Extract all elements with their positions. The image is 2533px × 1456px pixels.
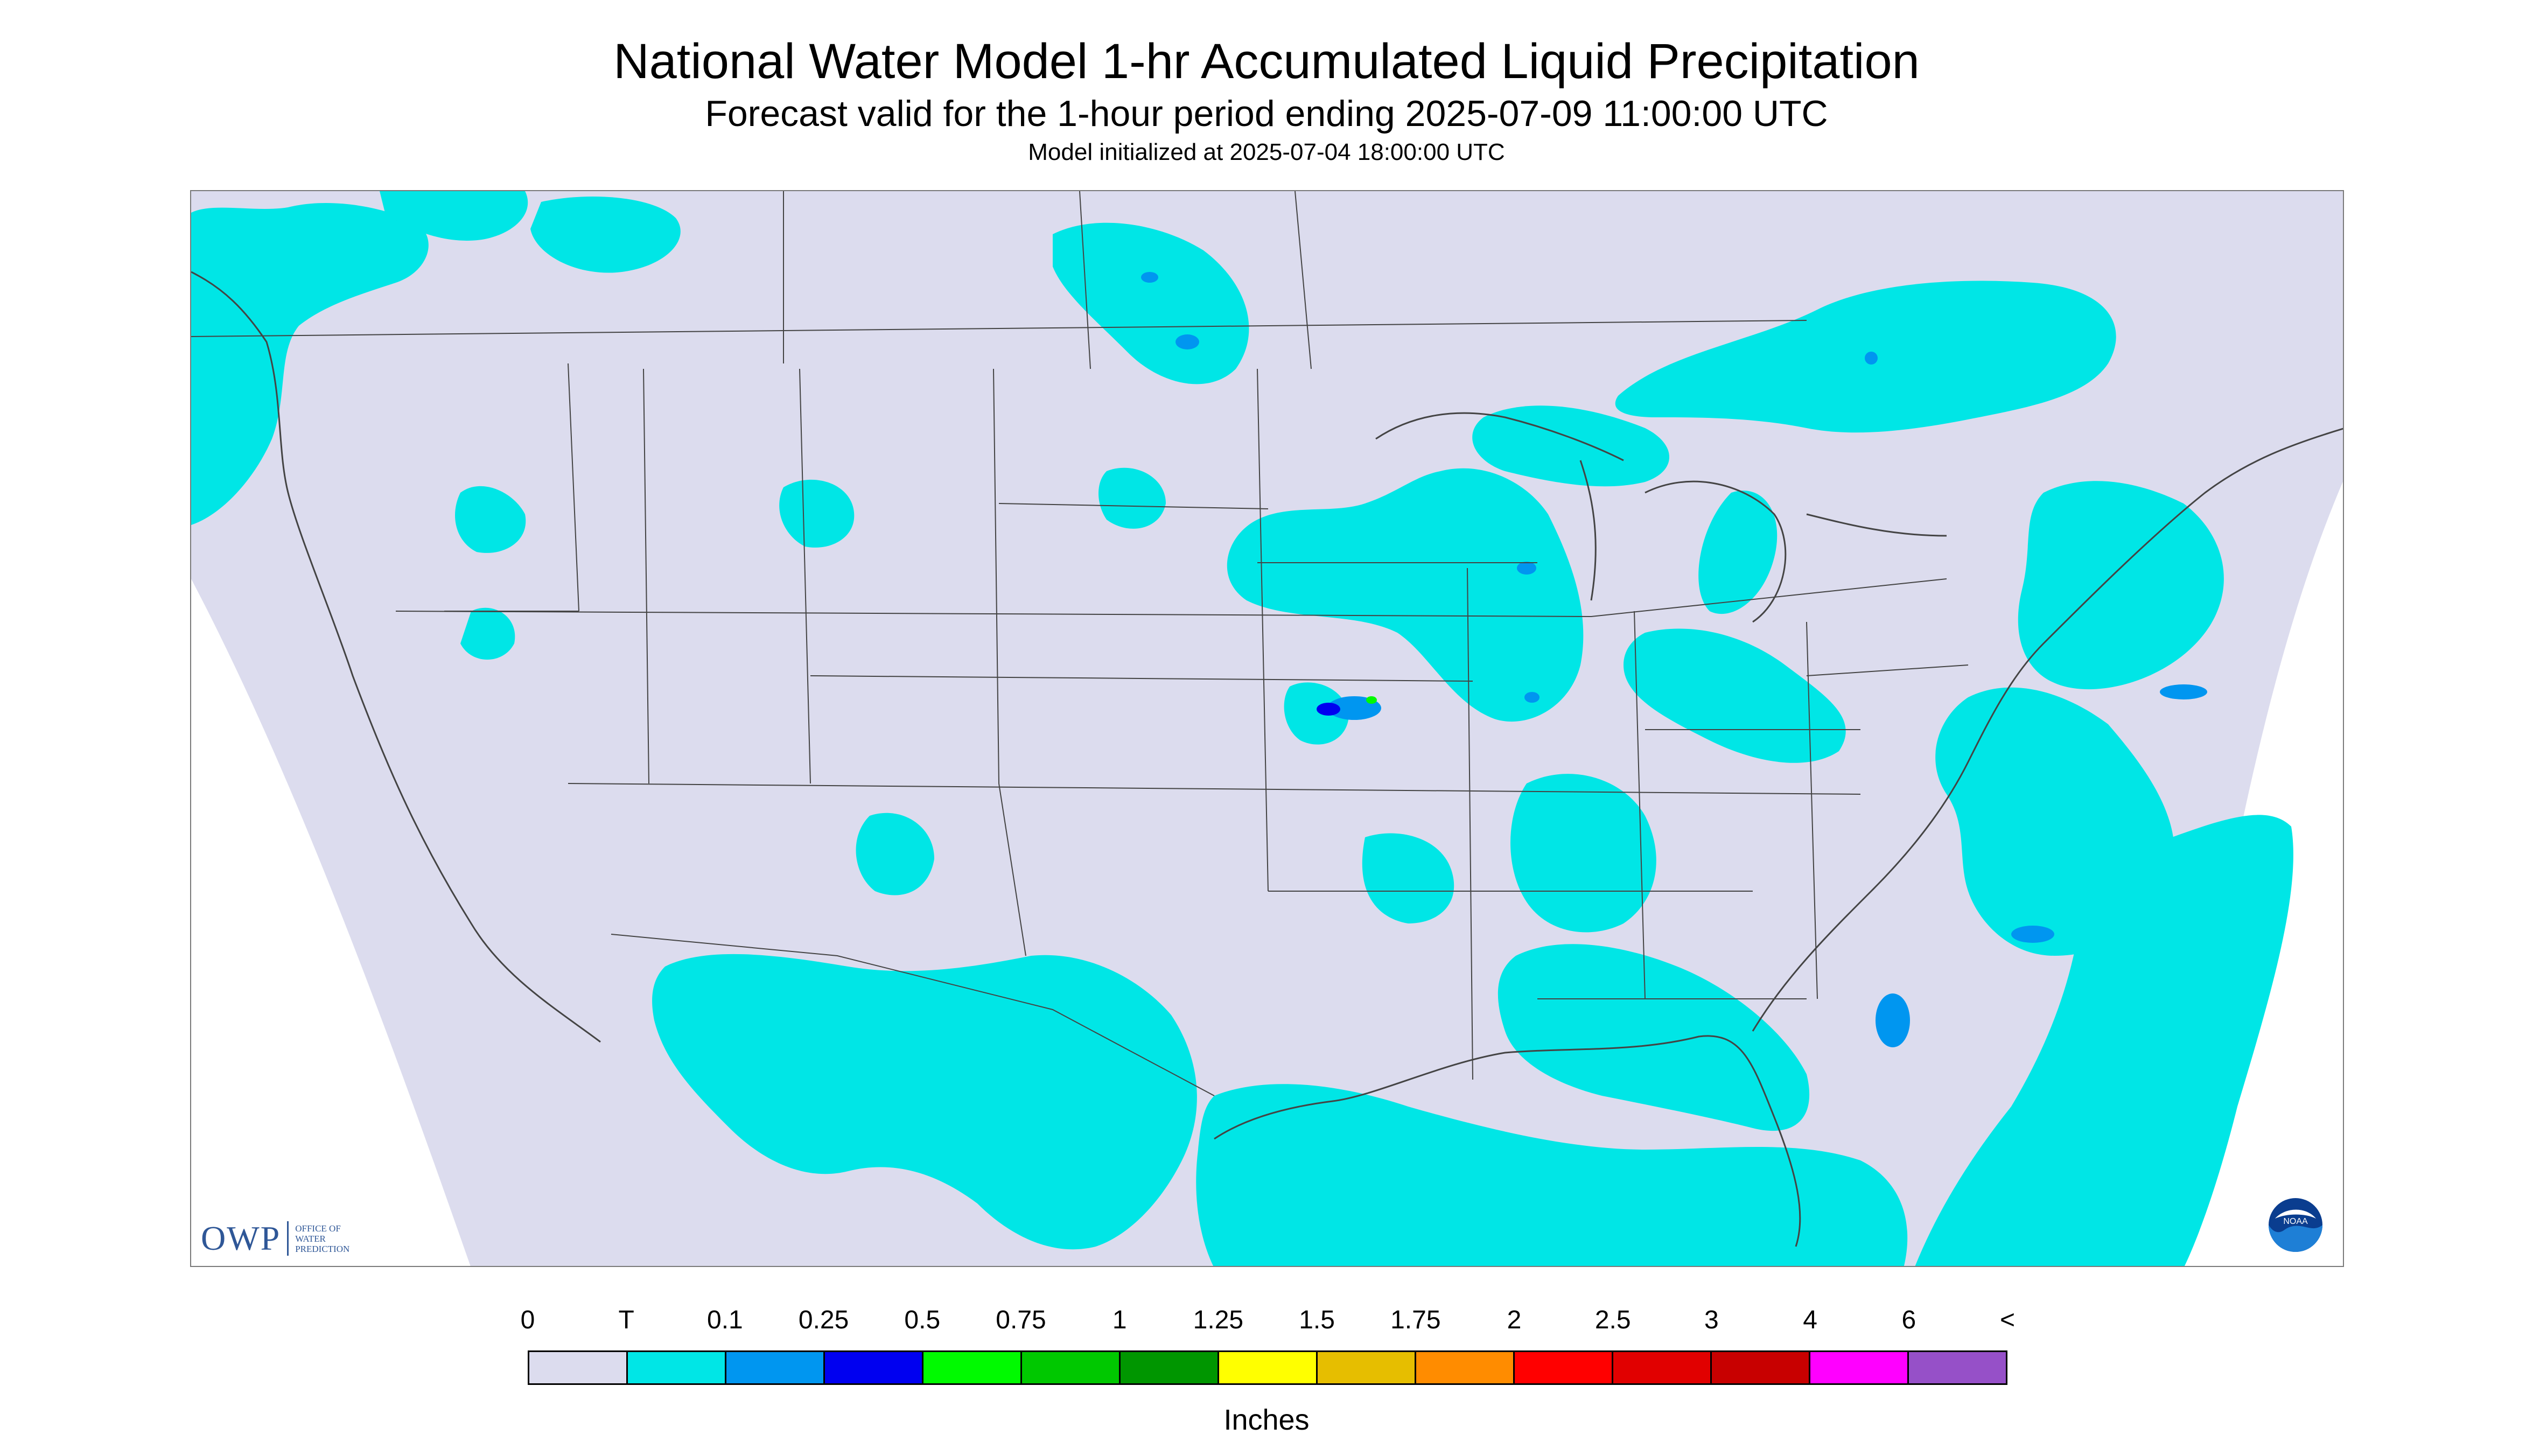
colorbar-tick-label: 6 [1901,1306,1916,1334]
colorbar-tick-label: 1 [1112,1306,1127,1334]
map-canvas [191,191,2343,1266]
owp-line-3: PREDICTION [295,1243,350,1254]
model-init-subtitle: Model initialized at 2025-07-04 18:00:00… [1028,139,1505,165]
colorbar-tick-label: 0 [520,1306,535,1334]
owp-abbrev: OWP [201,1219,281,1257]
colorbar-tick-label: 1.25 [1193,1306,1244,1334]
forecast-valid-subtitle: Forecast valid for the 1-hour period end… [705,93,1828,134]
colorbar-tick-label: 1.5 [1299,1306,1335,1334]
colorbar-tick-label: 1.75 [1390,1306,1441,1334]
colorbar-swatch [726,1352,825,1383]
state-boundaries [191,191,1969,1096]
colorbar-units-label: Inches [1223,1404,1310,1436]
map-title: National Water Model 1-hr Accumulated Li… [613,34,1920,89]
colorbar-swatch [1416,1352,1515,1383]
colorbar-tick-label: 0.75 [996,1306,1046,1334]
colorbar-tick-label: 2 [1507,1306,1522,1334]
colorbar-swatch [1022,1352,1121,1383]
moderate-precip-spots [1317,703,1340,716]
colorbar-tick-label: T [618,1306,634,1334]
colorbar-swatch [529,1352,628,1383]
colorbar-swatch [628,1352,726,1383]
colorbar-swatch [1810,1352,1909,1383]
colorbar-swatch [1515,1352,1613,1383]
owp-line-2: WATER [295,1233,326,1244]
precipitation-map: OWP OFFICE OF WATER PREDICTION NOAA [190,190,2344,1267]
colorbar-tick-label: 3 [1704,1306,1719,1334]
colorbar-swatch [923,1352,1022,1383]
colorbar-swatch [1909,1352,2006,1383]
heavy-precip-spots [1366,696,1377,704]
owp-line-1: OFFICE OF [295,1223,341,1234]
trace-precip-areas [191,191,2293,1266]
colorbar-tick-label: < [1999,1306,2016,1334]
noaa-logo-text: NOAA [2283,1217,2308,1226]
colorbar-swatch [1318,1352,1416,1383]
colorbar-tick-label: 2.5 [1594,1306,1631,1334]
coastlines [191,271,2343,1247]
colorbar-tick-label: 0.1 [707,1306,743,1334]
colorbar [528,1350,2007,1385]
owp-full-name: OFFICE OF WATER PREDICTION [295,1223,349,1254]
colorbar-swatch [1712,1352,1810,1383]
colorbar-tick-label: 0.5 [904,1306,941,1334]
colorbar-swatch [825,1352,923,1383]
colorbar-swatch [1219,1352,1318,1383]
colorbar-swatch [1121,1352,1219,1383]
colorbar-tick-label: 4 [1803,1306,1817,1334]
colorbar-swatch [1613,1352,1712,1383]
colorbar-tick-label: 0.25 [798,1306,849,1334]
owp-divider [287,1221,289,1256]
owp-logo: OWP OFFICE OF WATER PREDICTION [201,1219,349,1258]
noaa-logo: NOAA [2269,1198,2322,1252]
